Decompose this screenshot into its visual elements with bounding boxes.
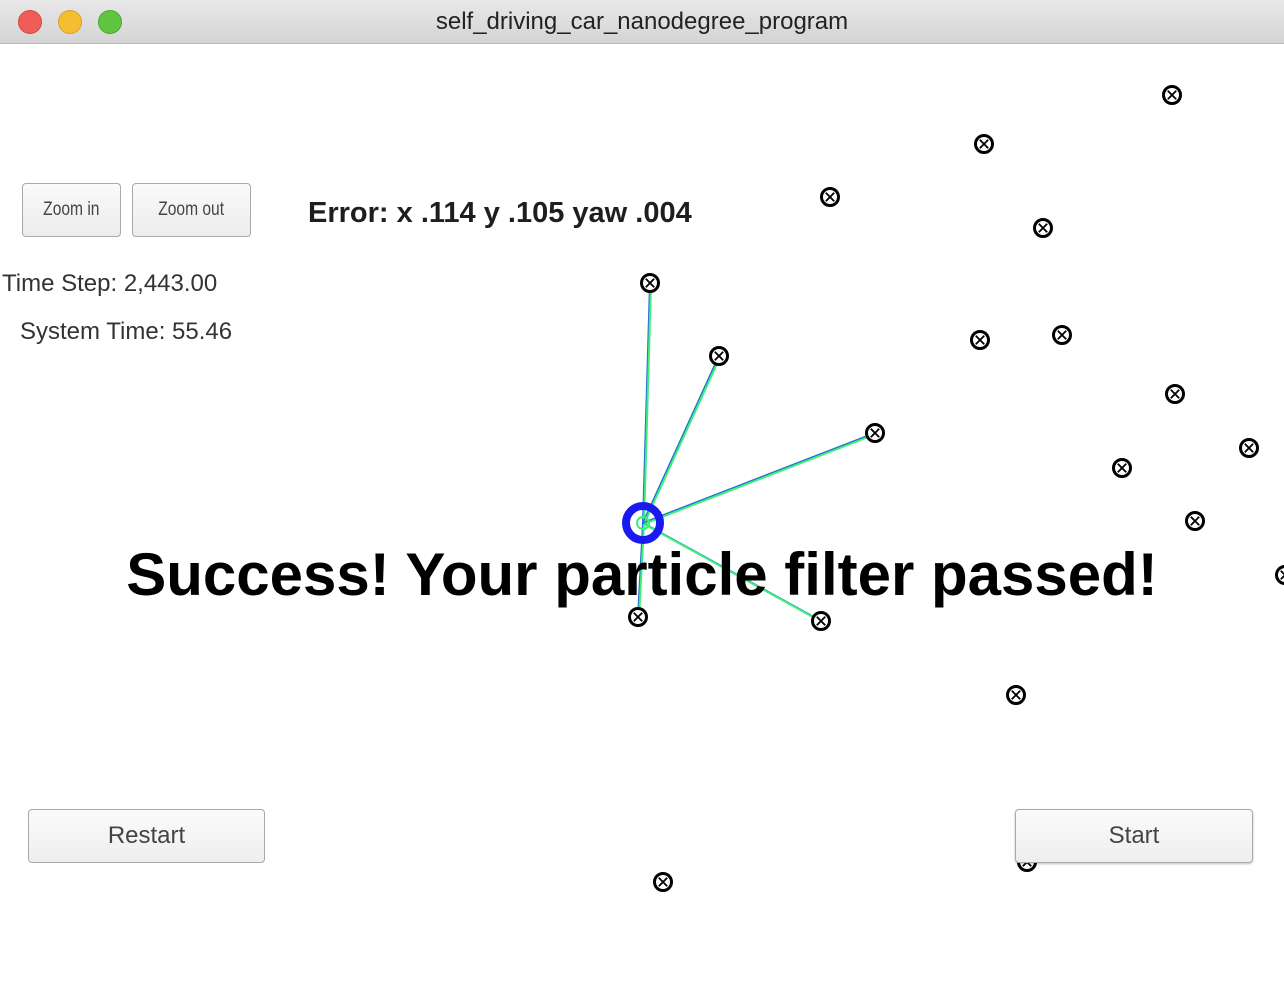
- zoom-in-label: Zoom in: [43, 199, 100, 220]
- zoom-out-label: Zoom out: [158, 199, 225, 220]
- landmark-marker-icon: [970, 330, 990, 350]
- window-title: self_driving_car_nanodegree_program: [435, 8, 849, 35]
- scene-drawing: [622, 85, 1284, 892]
- time-step-readout: Time Step: 2,443.00: [2, 270, 218, 297]
- landmark-marker-icon: [1162, 85, 1182, 105]
- error-readout: Error: x .114 y .105 yaw .004: [308, 197, 692, 229]
- particle-line: [643, 433, 877, 525]
- vehicle-marker-icon: [622, 502, 664, 544]
- restart-button[interactable]: Restart: [28, 809, 265, 863]
- observation-line: [642, 282, 651, 524]
- title-bar: self_driving_car_nanodegree_program: [0, 0, 1284, 44]
- observation-line: [642, 432, 876, 524]
- close-window-button[interactable]: [18, 10, 42, 34]
- landmark-marker-icon: [1006, 685, 1026, 705]
- particle-line: [643, 283, 652, 525]
- particle-line: [643, 356, 721, 525]
- zoom-in-button[interactable]: Zoom in: [22, 183, 121, 237]
- success-message: Success! Your particle filter passed!: [126, 541, 1158, 608]
- landmark-marker-icon: [974, 134, 994, 154]
- landmark-marker-icon: [628, 607, 648, 627]
- start-button[interactable]: Start: [1015, 809, 1253, 863]
- landmark-marker-icon: [1033, 218, 1053, 238]
- landmark-marker-icon: [653, 872, 673, 892]
- landmark-marker-icon: [640, 273, 660, 293]
- landmark-marker-icon: [1112, 458, 1132, 478]
- landmark-marker-icon: [820, 187, 840, 207]
- observation-line: [642, 355, 720, 524]
- landmark-marker-icon: [1165, 384, 1185, 404]
- minimize-window-button[interactable]: [58, 10, 82, 34]
- maximize-window-button[interactable]: [98, 10, 122, 34]
- system-time-readout: System Time: 55.46: [20, 318, 233, 345]
- landmark-marker-icon: [1275, 565, 1284, 585]
- landmark-marker-icon: [1052, 325, 1072, 345]
- simulation-canvas: [0, 44, 1284, 1004]
- zoom-out-button[interactable]: Zoom out: [132, 183, 251, 237]
- particle-line: [643, 523, 823, 623]
- landmark-marker-icon: [865, 423, 885, 443]
- landmark-marker-icon: [811, 611, 831, 631]
- landmark-marker-icon: [1185, 511, 1205, 531]
- landmark-marker-icon: [709, 346, 729, 366]
- landmark-marker-icon: [1239, 438, 1259, 458]
